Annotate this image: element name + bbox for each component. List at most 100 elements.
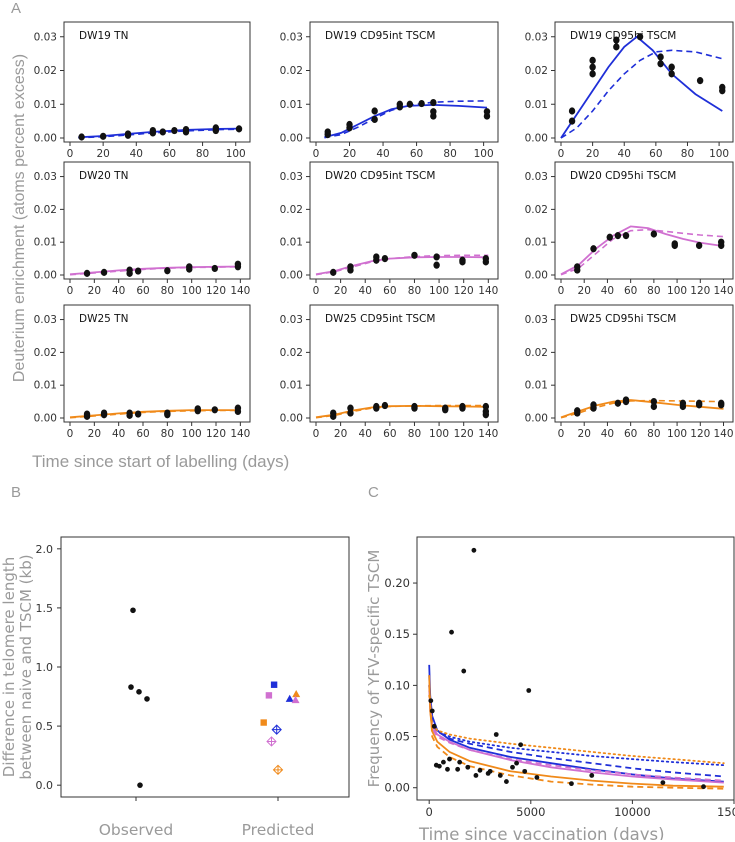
x-tick-label: 100 xyxy=(429,428,449,440)
data-point xyxy=(211,264,218,273)
subplot-1: DW19 CD95int TSCM 0.00 0.01 0.02 0.03 0 20 40 60… xyxy=(280,21,499,160)
data-point xyxy=(429,708,435,714)
panel-letter-a: A xyxy=(11,0,22,17)
data-point xyxy=(347,409,354,417)
x-tick-label: 40 xyxy=(112,285,125,297)
dashed-fit-line xyxy=(560,49,723,139)
x-tick-label: 20 xyxy=(334,428,347,440)
y-tick-label: 0.02 xyxy=(525,204,548,216)
data-point xyxy=(371,107,378,115)
data-point xyxy=(477,767,483,773)
data-point xyxy=(696,77,704,85)
data-point xyxy=(381,401,389,410)
data-point xyxy=(650,402,658,411)
data-point xyxy=(717,238,725,246)
solid-fit-line xyxy=(315,256,489,276)
x-tick-label: 80 xyxy=(196,148,209,160)
panel-c-xlabel: Time since vaccination (days) xyxy=(418,825,665,840)
panel-c-chart: 0.00 0.05 0.10 0.15 0.20 0 5000 10000 1500 Time s… xyxy=(365,536,735,840)
observed-point xyxy=(144,696,150,702)
x-tick-label: 40 xyxy=(359,285,372,297)
x-tick-label: 60 xyxy=(136,285,149,297)
x-tick-label: 80 xyxy=(408,428,421,440)
subplot-2: DW19 CD95hi TSCM 0.00 0.01 0.02 0.03 0 20 40 60 8… xyxy=(525,21,734,160)
y-tick-label: 0.5 xyxy=(36,720,54,733)
x-tick-label: 60 xyxy=(410,148,423,160)
data-point xyxy=(234,404,242,412)
x-tick-label: 60 xyxy=(624,285,637,297)
x-tick-label: 80 xyxy=(161,428,174,440)
subplot-title: DW25 CD95hi TSCM xyxy=(570,313,676,325)
x-tick-label: 80 xyxy=(161,285,174,297)
data-point xyxy=(719,83,726,91)
data-point xyxy=(671,240,678,248)
subplot-0: DW19 TN 0.00 0.01 0.02 0.03 0 20 40 60 80 100 xyxy=(34,21,251,160)
solid-fit-line xyxy=(324,103,488,139)
data-point xyxy=(568,107,576,115)
x-tick-label: 0 xyxy=(313,428,320,440)
data-point xyxy=(124,130,132,138)
x-tick-label: 40 xyxy=(130,148,143,160)
predicted-triangle-DW25 xyxy=(292,689,301,698)
x-tick-label: 140 xyxy=(478,428,498,440)
data-point xyxy=(418,99,425,108)
observed-point xyxy=(128,684,134,690)
y-tick-label: 0.01 xyxy=(525,237,548,249)
data-point xyxy=(211,406,218,414)
data-point xyxy=(614,399,622,407)
subplot-4: DW20 CD95int TSCM 0.00 0.01 0.02 0.03 0 20 40 60… xyxy=(280,161,499,297)
subplot-title: DW20 TN xyxy=(79,170,128,182)
data-point xyxy=(411,404,418,412)
x-tick-label: 140 xyxy=(478,285,498,297)
x-tick-label: 60 xyxy=(649,148,662,160)
x-tick-label: 20 xyxy=(578,428,591,440)
y-tick-label: 0.00 xyxy=(280,133,303,145)
data-point xyxy=(514,760,519,766)
data-point xyxy=(212,126,220,135)
subplot-title: DW25 CD95int TSCM xyxy=(325,313,435,325)
data-point xyxy=(441,759,446,765)
subplot-3: DW20 TN 0.00 0.01 0.02 0.03 0 20 40 60 80 100 120 14… xyxy=(34,161,251,297)
data-point xyxy=(411,251,418,259)
data-point xyxy=(534,775,540,780)
y-tick-label: 0.15 xyxy=(384,627,410,641)
data-point xyxy=(574,263,581,271)
x-tick-label: 20 xyxy=(96,148,109,160)
data-point xyxy=(449,629,454,635)
subplot-frame xyxy=(63,304,251,423)
data-point xyxy=(171,126,178,135)
y-tick-label: 0.01 xyxy=(525,380,548,392)
y-tick-label: 2.0 xyxy=(36,543,54,556)
data-point xyxy=(636,33,644,41)
y-tick-label: 0.05 xyxy=(384,730,410,744)
y-tick-label: 0.03 xyxy=(280,171,303,183)
y-tick-label: 0.01 xyxy=(280,237,303,249)
data-point xyxy=(126,409,133,417)
data-point xyxy=(330,409,337,417)
subplot-frame xyxy=(63,161,251,280)
panel-c-ylabel: Frequency of YFV-specific TSCM xyxy=(365,550,383,788)
x-tick-label: 0 xyxy=(67,285,74,297)
subplot-8: DW25 CD95hi TSCM 0.00 0.01 0.02 0.03 0 20 40 60 8… xyxy=(525,304,734,440)
y-tick-label: 0.03 xyxy=(34,314,57,326)
data-point xyxy=(717,401,725,409)
data-point xyxy=(186,263,193,271)
x-tick-label: 100 xyxy=(667,428,687,440)
data-point xyxy=(433,261,440,269)
data-point xyxy=(447,756,452,762)
y-tick-label: 0.03 xyxy=(34,171,57,183)
data-point xyxy=(589,63,596,71)
fit-line-DW20-dashed xyxy=(428,690,724,782)
data-point xyxy=(347,263,354,271)
x-tick-label: 20 xyxy=(578,285,591,297)
x-tick-label: 0 xyxy=(558,428,565,440)
subplot-frame xyxy=(554,21,734,143)
x-tick-label: 20 xyxy=(586,148,599,160)
data-point xyxy=(695,401,703,409)
observed-point xyxy=(136,689,142,695)
x-tick-label: 120 xyxy=(454,428,474,440)
x-tick-label: 20 xyxy=(334,285,347,297)
fit-line-DW25-dashed xyxy=(428,685,724,790)
solid-fit-line xyxy=(560,399,724,419)
y-tick-label: 0.01 xyxy=(34,99,57,111)
